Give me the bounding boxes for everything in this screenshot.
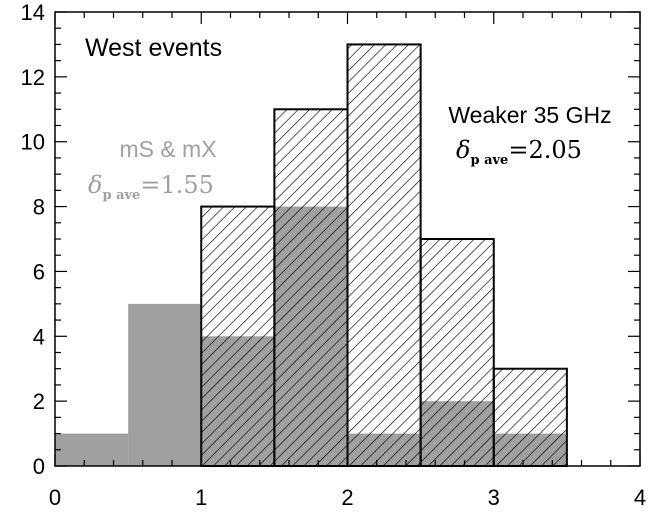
y-tick-label: 12 xyxy=(21,65,45,90)
x-tick-label: 4 xyxy=(634,485,646,510)
axes-group xyxy=(54,11,641,467)
hatched-delta-value: =2.05 xyxy=(508,136,582,164)
y-tick-label: 4 xyxy=(33,324,45,349)
hatched-bar xyxy=(419,238,495,467)
gray-bar xyxy=(128,303,202,466)
y-tick-label: 14 xyxy=(21,0,45,25)
hatched-bar xyxy=(346,43,422,468)
y-tick-label: 0 xyxy=(33,454,45,479)
hatched-bars-group xyxy=(200,43,568,468)
y-tick-label: 2 xyxy=(33,389,45,414)
x-tick-label: 0 xyxy=(49,485,61,510)
gray-series-label: mS & mX xyxy=(119,136,216,162)
x-tick-label: 3 xyxy=(488,485,500,510)
y-tick-label: 10 xyxy=(21,130,45,155)
hatched-delta-annotation: δp ave=2.05 xyxy=(456,136,582,168)
hatched-delta-subscript: p ave xyxy=(470,153,508,168)
y-tick-label: 8 xyxy=(33,195,45,220)
x-tick-label: 1 xyxy=(195,485,207,510)
hatched-delta-symbol: δ xyxy=(456,136,470,164)
gray-bar xyxy=(55,433,129,466)
hatched-bar xyxy=(200,205,276,467)
panel-label: West events xyxy=(85,34,222,62)
gray-delta-annotation: δp ave=1.55 xyxy=(88,171,214,203)
hatched-bar xyxy=(492,367,568,468)
x-tick-label: 2 xyxy=(341,485,353,510)
gray-delta-subscript: p ave xyxy=(102,188,140,203)
gray-delta-value: =1.55 xyxy=(140,171,214,199)
hatched-series-label: Weaker 35 GHz xyxy=(448,102,611,128)
y-tick-label: 6 xyxy=(33,259,45,284)
hatched-bar xyxy=(273,108,349,468)
gray-delta-symbol: δ xyxy=(88,171,102,199)
